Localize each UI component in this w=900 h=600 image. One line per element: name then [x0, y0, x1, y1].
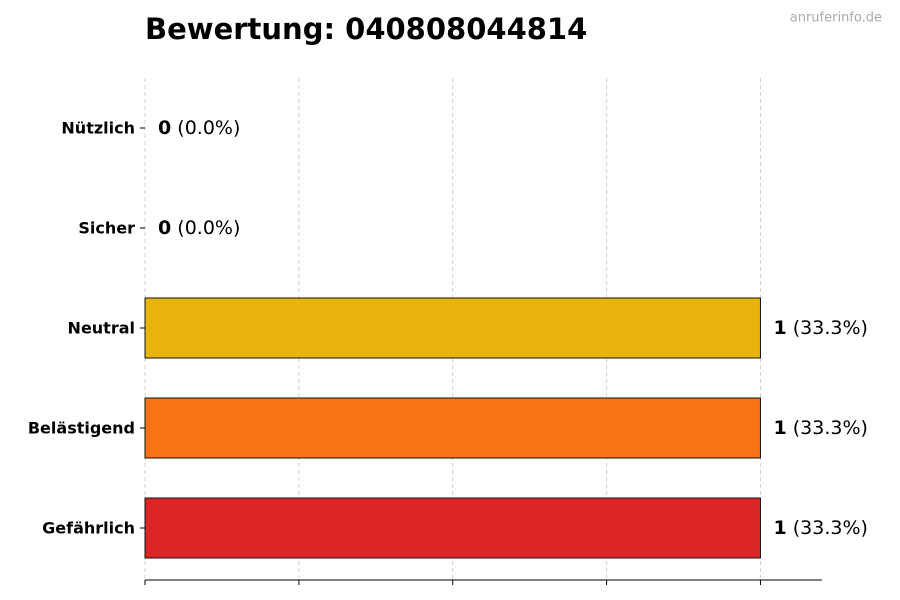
value-count: 0 — [158, 217, 171, 239]
value-label: 1 (33.3%) — [773, 317, 867, 339]
value-share: (33.3%) — [793, 417, 868, 439]
value-share: (33.3%) — [793, 317, 868, 339]
y-tick-label: Nützlich — [61, 119, 135, 138]
watermark: anruferinfo.de — [790, 11, 882, 26]
chart-title: Bewertung: 040808044814 — [145, 12, 587, 46]
value-label: 1 (33.3%) — [773, 517, 867, 539]
value-share: (0.0%) — [177, 217, 240, 239]
value-label: 1 (33.3%) — [773, 417, 867, 439]
value-count: 1 — [773, 417, 786, 439]
y-tick-label: Sicher — [78, 219, 135, 238]
bar — [144, 297, 761, 359]
value-share: (33.3%) — [793, 517, 868, 539]
bar — [144, 397, 761, 459]
y-tick-label: Belästigend — [28, 419, 135, 438]
bar — [144, 497, 761, 559]
value-count: 1 — [773, 317, 786, 339]
y-tick-label: Neutral — [68, 319, 135, 338]
value-share: (0.0%) — [177, 117, 240, 139]
value-label: 0 (0.0%) — [158, 217, 240, 239]
y-tick-label: Gefährlich — [42, 519, 135, 538]
value-label: 0 (0.0%) — [158, 117, 240, 139]
value-count: 1 — [773, 517, 786, 539]
value-count: 0 — [158, 117, 171, 139]
